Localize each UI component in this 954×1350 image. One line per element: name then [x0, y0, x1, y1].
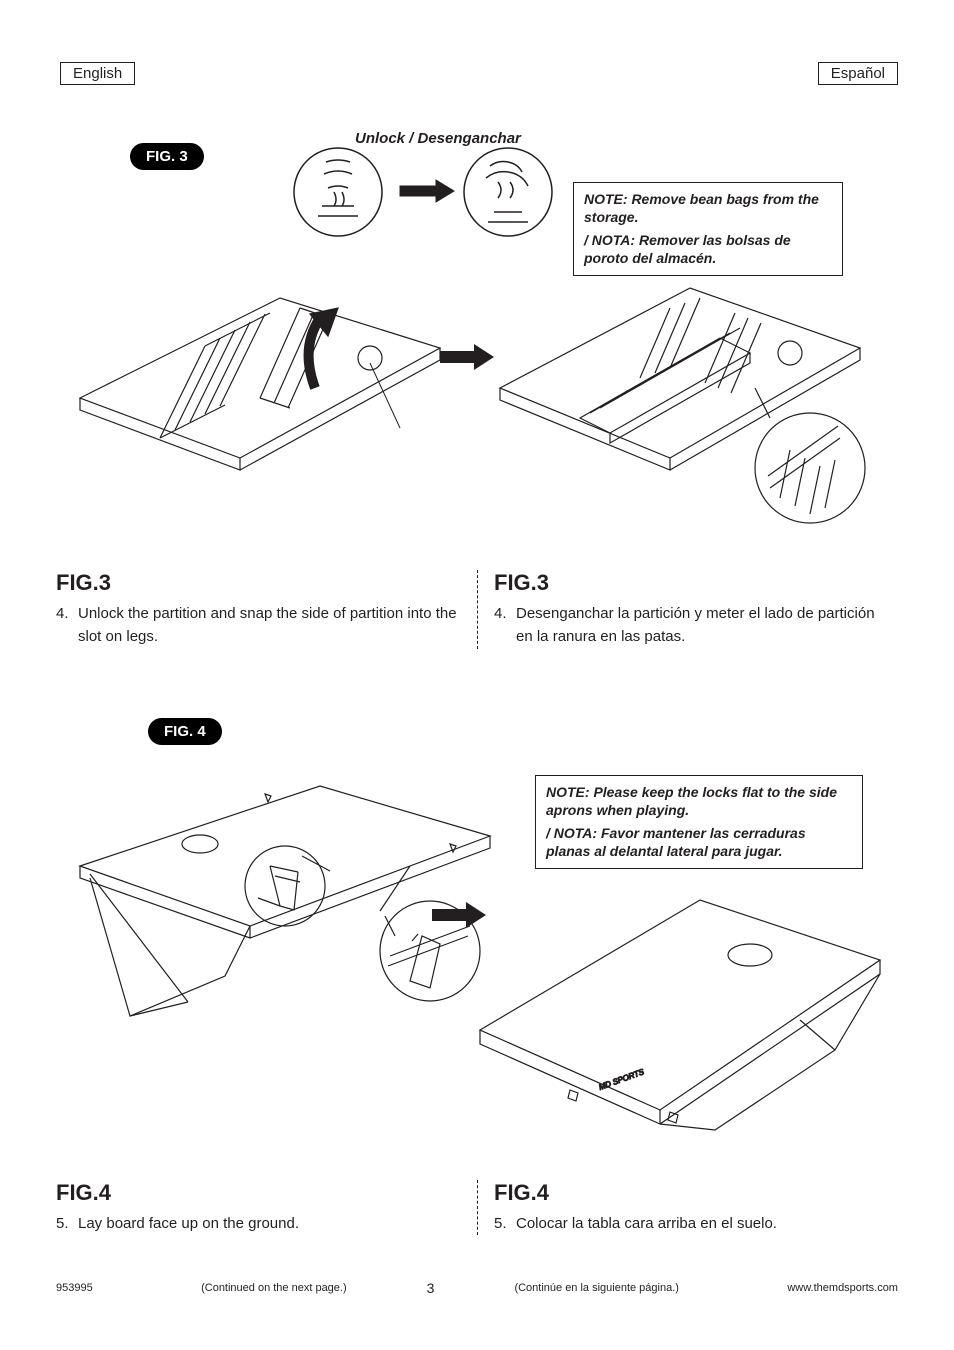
fig4-step-text-es: Colocar la tabla cara arriba en el suelo… — [516, 1212, 886, 1235]
fig3-badge: FIG. 3 — [130, 143, 204, 170]
fig3-heading-es: FIG.3 — [494, 570, 886, 596]
fig3-note-en: NOTE: Remove bean bags from the storage. — [584, 191, 832, 226]
fig3-arrow-between-icon — [440, 342, 494, 372]
page-footer: 953995 (Continued on the next page.) 3 (… — [56, 1280, 898, 1296]
footer-url: www.themdsports.com — [787, 1282, 898, 1294]
fig4-heading-es: FIG.4 — [494, 1180, 886, 1206]
fig4-arrow-icon — [432, 900, 486, 930]
fig4-step-num-es: 5. — [494, 1212, 516, 1235]
footer-continued-es: (Continúe en la siguiente página.) — [514, 1282, 679, 1294]
unlock-title: Unlock / Desenganchar — [355, 130, 521, 147]
fig4-board-left-icon — [70, 776, 500, 1036]
svg-text:MD SPORTS: MD SPORTS — [598, 1067, 646, 1092]
fig4-board-right-icon: MD SPORTS — [470, 890, 890, 1170]
fig3-step-text-en: Unlock the partition and snap the side o… — [78, 602, 465, 649]
fig4-note-es: / NOTA: Favor mantener las cerraduras pl… — [546, 825, 852, 860]
fig3-step-num-es: 4. — [494, 602, 516, 649]
fig4-instruction-row: FIG.4 5. Lay board face up on the ground… — [56, 1180, 898, 1235]
fig4-step-num-en: 5. — [56, 1212, 78, 1235]
fig3-instruction-row: FIG.3 4. Unlock the partition and snap t… — [56, 570, 898, 649]
fig3-note-box: NOTE: Remove bean bags from the storage.… — [573, 182, 843, 276]
language-english-label: English — [60, 62, 135, 85]
fig4-badge: FIG. 4 — [148, 718, 222, 745]
fig4-note-en: NOTE: Please keep the locks flat to the … — [546, 784, 852, 819]
language-spanish-label: Español — [818, 62, 898, 85]
fig4-heading-en: FIG.4 — [56, 1180, 465, 1206]
fig3-board-left-icon — [70, 258, 450, 488]
fig3-note-es: / NOTA: Remover las bolsas de poroto del… — [584, 232, 832, 267]
fig3-board-right-icon — [490, 258, 890, 558]
fig3-heading-en: FIG.3 — [56, 570, 465, 596]
fig4-note-box: NOTE: Please keep the locks flat to the … — [535, 775, 863, 869]
fig3-unlock-detail-icon — [288, 142, 558, 242]
fig4-step-text-en: Lay board face up on the ground. — [78, 1212, 465, 1235]
footer-continued-en: (Continued on the next page.) — [201, 1282, 347, 1294]
footer-page-number: 3 — [427, 1280, 435, 1296]
footer-sku: 953995 — [56, 1282, 93, 1294]
fig3-step-num-en: 4. — [56, 602, 78, 649]
fig3-step-text-es: Desenganchar la partición y meter el lad… — [516, 602, 886, 649]
